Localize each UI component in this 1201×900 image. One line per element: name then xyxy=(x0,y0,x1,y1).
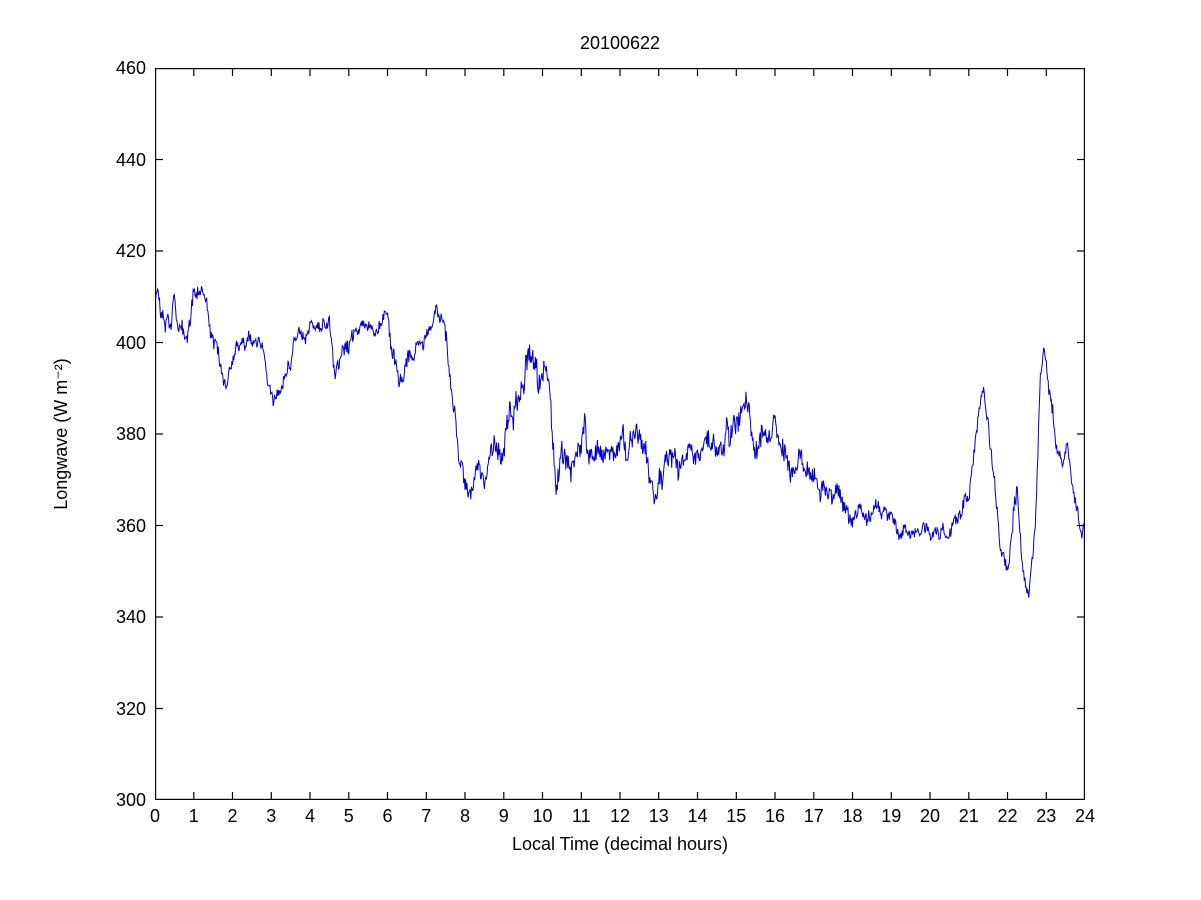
x-tick-label: 9 xyxy=(498,806,509,826)
x-tick-label: 24 xyxy=(1074,806,1096,826)
y-tick-label: 460 xyxy=(115,58,146,78)
x-tick-label: 18 xyxy=(842,806,863,826)
x-tick-label: 0 xyxy=(149,806,160,826)
y-tick-label: 440 xyxy=(115,149,146,170)
plot-area xyxy=(155,68,1085,800)
tick-marks xyxy=(155,68,1085,800)
axes-frame xyxy=(155,68,1085,800)
x-tick-label: 16 xyxy=(764,806,786,826)
x-tick-label: 12 xyxy=(609,806,631,826)
y-tick-label: 380 xyxy=(115,424,146,444)
x-tick-label: 3 xyxy=(266,806,277,826)
x-tick-label: 11 xyxy=(571,806,591,826)
x-tick-label: 6 xyxy=(382,806,393,826)
y-tick-label: 360 xyxy=(115,515,146,536)
longwave-series-line xyxy=(155,286,1085,598)
x-tick-label: 13 xyxy=(648,806,669,826)
y-tick-label: 320 xyxy=(115,698,146,719)
y-tick-label: 340 xyxy=(115,607,146,627)
chart-title: 20100622 xyxy=(579,33,661,53)
x-axis-label: Local Time (decimal hours) xyxy=(511,834,729,854)
x-tick-label: 21 xyxy=(958,806,979,826)
x-tick-label: 2 xyxy=(227,806,238,826)
x-tick-label: 22 xyxy=(997,806,1018,826)
x-tick-label: 4 xyxy=(304,806,315,826)
x-tick-label: 7 xyxy=(421,806,432,826)
x-tick-label: 10 xyxy=(532,806,553,826)
y-axis-label: Longwave (W m⁻²) xyxy=(51,358,71,510)
y-tick-label: 300 xyxy=(115,790,146,810)
x-tick-label: 17 xyxy=(803,806,824,826)
x-tick-label: 5 xyxy=(343,806,354,826)
y-tick-label: 400 xyxy=(115,332,146,353)
x-tick-label: 19 xyxy=(881,806,902,826)
x-tick-label: 23 xyxy=(1036,806,1057,826)
y-tick-label: 420 xyxy=(115,241,146,261)
x-tick-label: 8 xyxy=(459,806,470,826)
x-tick-label: 14 xyxy=(687,806,708,826)
x-tick-label: 1 xyxy=(188,806,199,826)
x-tick-label: 15 xyxy=(726,806,747,826)
x-tick-label: 20 xyxy=(919,806,941,826)
